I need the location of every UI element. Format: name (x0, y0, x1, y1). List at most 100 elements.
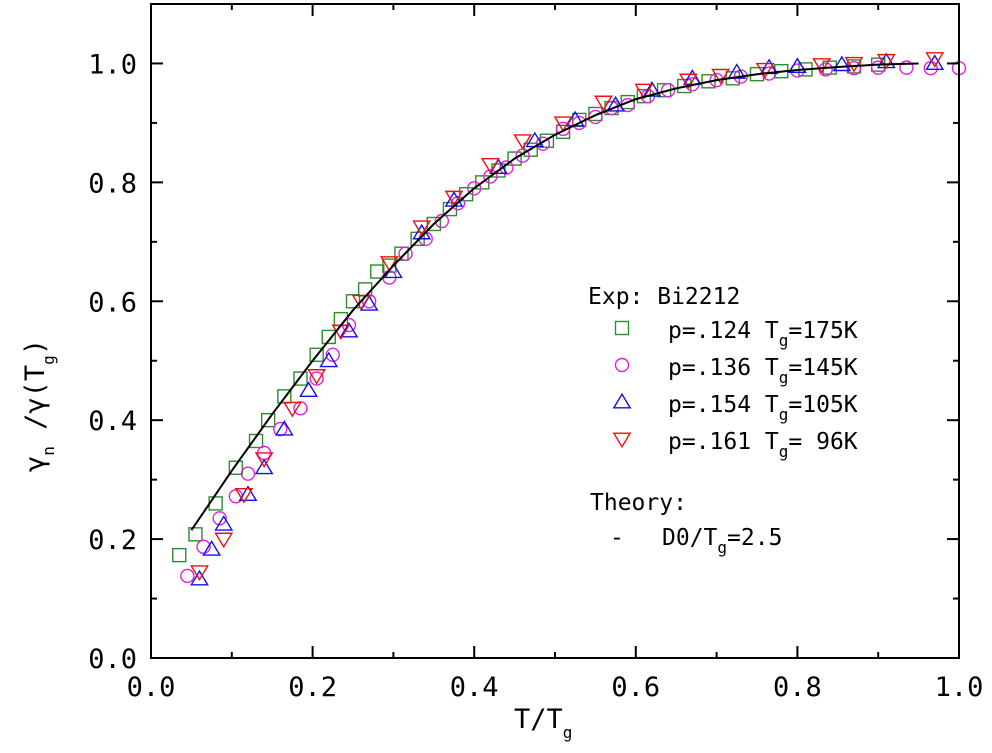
legend-entry-label: p=.154 Tg=105K (668, 392, 858, 424)
data-point-circle (180, 568, 195, 584)
data-point-square (426, 216, 441, 232)
data-point-circle (309, 371, 324, 386)
data-point-triangle-up (606, 95, 626, 112)
data-point-triangle-down (711, 68, 731, 85)
data-point-triangle-down (678, 73, 698, 90)
legend-exp-title: Exp: Bi2212 (588, 284, 740, 310)
legend-theory-sub: g (717, 538, 727, 557)
data-point-triangle-up (274, 419, 294, 436)
data-point-triangle-down (844, 56, 864, 73)
data-point-circle (450, 195, 466, 211)
data-point-triangle-down (755, 62, 775, 79)
data-point-triangle-down (190, 565, 209, 581)
x-axis-title-main: T/T (514, 704, 563, 735)
data-point-circle (588, 109, 603, 125)
data-point-square (208, 496, 223, 511)
data-point-triangle-down (254, 452, 274, 468)
data-point-square (382, 258, 397, 273)
data-point-triangle-up (925, 54, 945, 71)
legend-theory-pre: D0/T (662, 525, 718, 551)
data-point-triangle-down (214, 532, 234, 549)
legend-entry-label: p=.136 Tg=145K (668, 355, 858, 387)
data-point-circle (196, 539, 211, 555)
data-point-circle (398, 246, 413, 261)
y-axis-title-sub-g: g (39, 355, 58, 365)
data-point-triangle-up (238, 485, 258, 502)
legend-label-sub: g (779, 405, 789, 424)
x-tick-label: 0.6 (611, 672, 660, 703)
data-point-triangle-down (351, 294, 371, 311)
legend-label-sub: g (779, 442, 789, 461)
data-point-triangle-up (339, 321, 359, 338)
data-point-triangle-up (202, 540, 222, 556)
legend-label-pre: p=.136 T (668, 355, 779, 381)
data-point-square (394, 246, 409, 261)
legend-label-post: =175K (788, 318, 857, 344)
legend-label-pre: p=.124 T (668, 318, 779, 344)
data-point-circle (483, 169, 498, 184)
data-point-square (293, 371, 308, 386)
data-point-triangle-down (553, 116, 573, 133)
y-axis-title-sub-n: n (39, 446, 58, 456)
legend-marker-square (614, 320, 630, 336)
data-point-circle (572, 115, 587, 131)
data-point-triangle-down (307, 369, 327, 385)
legend-theory-label: D0/Tg=2.5 (662, 525, 782, 557)
legend-entry-label: p=.161 Tg= 96K (668, 429, 858, 461)
data-point-circle (899, 60, 914, 75)
series-triangle-down (190, 52, 945, 581)
theory-curve (190, 62, 919, 531)
y-tick-label: 0.6 (88, 287, 137, 318)
legend-label-post: =105K (788, 392, 857, 418)
data-point-square (188, 527, 203, 542)
x-tick-label: 0.2 (288, 672, 337, 703)
legend-marker-circle (614, 357, 630, 373)
y-axis-title-main: γ (20, 456, 51, 472)
data-point-square (357, 282, 373, 297)
legend-theory-title: Theory: (590, 490, 687, 516)
data-point-triangle-down (444, 190, 464, 207)
data-point-square (260, 412, 276, 428)
data-point-square (248, 433, 264, 449)
y-tick-label: 0.4 (88, 406, 137, 437)
series-square (172, 57, 886, 563)
data-point-circle (434, 213, 450, 229)
data-point-triangle-up (319, 351, 339, 368)
data-point-triangle-down (513, 134, 533, 150)
data-point-triangle-down (812, 58, 832, 74)
data-point-square (309, 347, 324, 362)
data-point-triangle-down (282, 401, 302, 418)
ticks-layer: 0.0 0.2 0.4 0.6 0.8 1.0 0.0 0.2 0.4 0.6 0.8 1.0 (88, 3, 984, 703)
legend-entry-label: p=.124 Tg=175K (668, 318, 858, 350)
data-point-triangle-down (234, 487, 254, 504)
legend-theory-post: =2.5 (727, 525, 782, 551)
y-axis-title-end: ) (20, 339, 51, 355)
y-tick-label: 0.0 (88, 644, 137, 675)
legend-marker-triangle-down (612, 432, 632, 449)
data-point-circle (660, 83, 676, 98)
data-point-circle (846, 61, 862, 76)
legend-theory-marker: - (610, 525, 624, 551)
data-point-triangle-up (299, 381, 318, 398)
data-point-circle (325, 347, 340, 362)
legend-label-sub: g (779, 331, 789, 350)
x-tick-label: 1.0 (935, 672, 984, 703)
legend-label-pre: p=.154 T (668, 392, 779, 418)
data-point-circle (467, 181, 482, 196)
y-tick-label: 1.0 (88, 49, 137, 80)
data-point-triangle-up (727, 63, 747, 79)
legend-label-pre: p=.161 T (668, 429, 779, 455)
legend-label-sub: g (779, 368, 789, 387)
x-axis-title-sub: g (563, 723, 573, 742)
data-point-square (539, 133, 555, 148)
data-point-triangle-down (412, 220, 432, 237)
data-point-triangle-up (642, 81, 662, 97)
data-point-triangle-up (787, 57, 807, 73)
data-point-triangle-down (634, 83, 654, 100)
legend-label-post: =145K (788, 355, 857, 381)
data-point-circle (240, 466, 256, 481)
y-axis-title-mid: /γ(T (20, 365, 51, 446)
